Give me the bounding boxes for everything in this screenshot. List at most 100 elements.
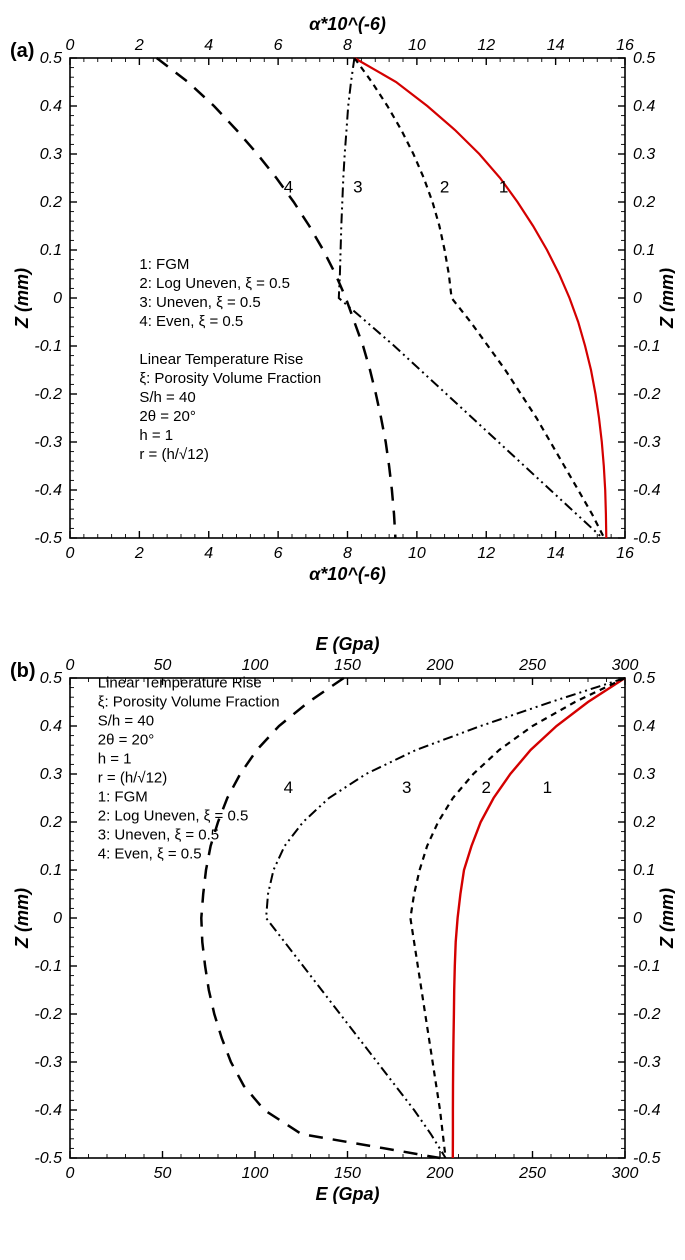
svg-text:0.2: 0.2 <box>633 814 655 831</box>
subplot-a: (a) 00224466881010121214141616-0.5-0.5-0… <box>10 10 675 610</box>
svg-text:4: 4 <box>204 545 213 562</box>
svg-text:S/h = 40: S/h = 40 <box>98 713 154 730</box>
svg-text:0.2: 0.2 <box>40 814 62 831</box>
svg-text:2: Log Uneven, ξ = 0.5: 2: Log Uneven, ξ = 0.5 <box>139 275 290 292</box>
svg-text:0.3: 0.3 <box>633 766 655 783</box>
svg-text:0.1: 0.1 <box>633 242 655 259</box>
svg-text:0: 0 <box>66 37 75 54</box>
svg-text:Z (mm): Z (mm) <box>12 888 32 949</box>
svg-text:-0.3: -0.3 <box>34 1054 62 1071</box>
svg-text:-0.3: -0.3 <box>633 434 661 451</box>
svg-text:-0.2: -0.2 <box>633 386 661 403</box>
svg-text:4: 4 <box>284 778 293 797</box>
panel-a-label: (a) <box>10 40 34 63</box>
svg-text:r = (h/√12): r = (h/√12) <box>139 446 209 463</box>
svg-text:E (Gpa): E (Gpa) <box>315 1184 379 1204</box>
chart-b: 005050100100150150200200250250300300-0.5… <box>10 630 675 1230</box>
svg-text:0.3: 0.3 <box>40 146 62 163</box>
svg-text:S/h = 40: S/h = 40 <box>139 389 195 406</box>
svg-text:14: 14 <box>547 37 565 54</box>
svg-text:-0.4: -0.4 <box>34 482 62 499</box>
svg-text:0.4: 0.4 <box>633 98 655 115</box>
svg-text:0.3: 0.3 <box>633 146 655 163</box>
svg-text:8: 8 <box>343 545 352 562</box>
svg-text:Z (mm): Z (mm) <box>657 268 675 329</box>
svg-text:3: Uneven, ξ = 0.5: 3: Uneven, ξ = 0.5 <box>139 294 260 311</box>
svg-text:α*10^(-6): α*10^(-6) <box>309 564 386 584</box>
svg-text:0.5: 0.5 <box>40 50 62 67</box>
svg-text:250: 250 <box>518 657 546 674</box>
svg-text:3: 3 <box>353 177 362 196</box>
svg-text:10: 10 <box>408 545 426 562</box>
svg-text:Z (mm): Z (mm) <box>657 888 675 949</box>
svg-text:-0.1: -0.1 <box>633 338 661 355</box>
svg-text:-0.5: -0.5 <box>34 1150 62 1167</box>
svg-text:-0.3: -0.3 <box>633 1054 661 1071</box>
figure: (a) 00224466881010121214141616-0.5-0.5-0… <box>10 10 675 1230</box>
subplot-b: (b) 005050100100150150200200250250300300… <box>10 630 675 1230</box>
svg-text:-0.2: -0.2 <box>34 1006 62 1023</box>
svg-text:2θ = 20°: 2θ = 20° <box>98 732 154 749</box>
svg-text:0.5: 0.5 <box>633 670 655 687</box>
svg-text:150: 150 <box>334 657 361 674</box>
svg-text:0.5: 0.5 <box>40 670 62 687</box>
svg-text:0: 0 <box>66 657 75 674</box>
svg-text:8: 8 <box>343 37 352 54</box>
svg-text:Linear Temperature Rise: Linear Temperature Rise <box>139 351 303 368</box>
svg-text:-0.3: -0.3 <box>34 434 62 451</box>
svg-text:100: 100 <box>242 657 269 674</box>
svg-text:0: 0 <box>633 910 642 927</box>
svg-text:50: 50 <box>154 1165 172 1182</box>
svg-text:16: 16 <box>616 545 634 562</box>
svg-text:0: 0 <box>53 290 62 307</box>
svg-text:1: FGM: 1: FGM <box>139 256 189 273</box>
svg-text:2θ = 20°: 2θ = 20° <box>139 408 195 425</box>
svg-text:0.4: 0.4 <box>40 718 62 735</box>
svg-text:3: 3 <box>402 778 411 797</box>
svg-text:0.1: 0.1 <box>40 242 62 259</box>
svg-text:0: 0 <box>66 1165 75 1182</box>
svg-text:-0.4: -0.4 <box>633 482 661 499</box>
svg-text:2: 2 <box>134 37 144 54</box>
svg-text:r = (h/√12): r = (h/√12) <box>98 770 168 787</box>
svg-text:0.2: 0.2 <box>633 194 655 211</box>
svg-text:E (Gpa): E (Gpa) <box>315 634 379 654</box>
svg-text:6: 6 <box>274 545 283 562</box>
svg-text:4: Even, ξ = 0.5: 4: Even, ξ = 0.5 <box>139 313 243 330</box>
svg-text:50: 50 <box>154 657 172 674</box>
svg-text:3: Uneven, ξ = 0.5: 3: Uneven, ξ = 0.5 <box>98 827 219 844</box>
svg-text:12: 12 <box>477 37 495 54</box>
svg-text:200: 200 <box>426 657 454 674</box>
svg-text:4: Even, ξ = 0.5: 4: Even, ξ = 0.5 <box>98 846 202 863</box>
svg-text:16: 16 <box>616 37 634 54</box>
svg-text:0.4: 0.4 <box>633 718 655 735</box>
svg-text:1: 1 <box>543 778 552 797</box>
svg-text:1: 1 <box>499 177 508 196</box>
svg-text:-0.1: -0.1 <box>633 958 661 975</box>
svg-text:α*10^(-6): α*10^(-6) <box>309 14 386 34</box>
svg-text:h = 1: h = 1 <box>139 427 173 444</box>
svg-text:-0.5: -0.5 <box>633 530 661 547</box>
svg-text:6: 6 <box>274 37 283 54</box>
svg-text:Z (mm): Z (mm) <box>12 268 32 329</box>
svg-text:4: 4 <box>284 177 293 196</box>
svg-text:150: 150 <box>334 1165 361 1182</box>
svg-text:0.2: 0.2 <box>40 194 62 211</box>
svg-text:0.4: 0.4 <box>40 98 62 115</box>
svg-text:0.1: 0.1 <box>633 862 655 879</box>
svg-text:2: 2 <box>134 545 144 562</box>
svg-text:1: FGM: 1: FGM <box>98 789 148 806</box>
svg-text:-0.2: -0.2 <box>633 1006 661 1023</box>
svg-text:200: 200 <box>426 1165 454 1182</box>
svg-text:300: 300 <box>612 1165 639 1182</box>
svg-text:0: 0 <box>633 290 642 307</box>
svg-text:0.5: 0.5 <box>633 50 655 67</box>
svg-text:h = 1: h = 1 <box>98 751 132 768</box>
svg-text:Linear Temperature Rise: Linear Temperature Rise <box>98 675 262 692</box>
svg-text:ξ: Porosity Volume Fraction: ξ: Porosity Volume Fraction <box>139 370 321 387</box>
svg-text:-0.2: -0.2 <box>34 386 62 403</box>
svg-text:2: Log Uneven, ξ = 0.5: 2: Log Uneven, ξ = 0.5 <box>98 808 249 825</box>
svg-text:12: 12 <box>477 545 495 562</box>
svg-text:0.3: 0.3 <box>40 766 62 783</box>
svg-text:0: 0 <box>66 545 75 562</box>
